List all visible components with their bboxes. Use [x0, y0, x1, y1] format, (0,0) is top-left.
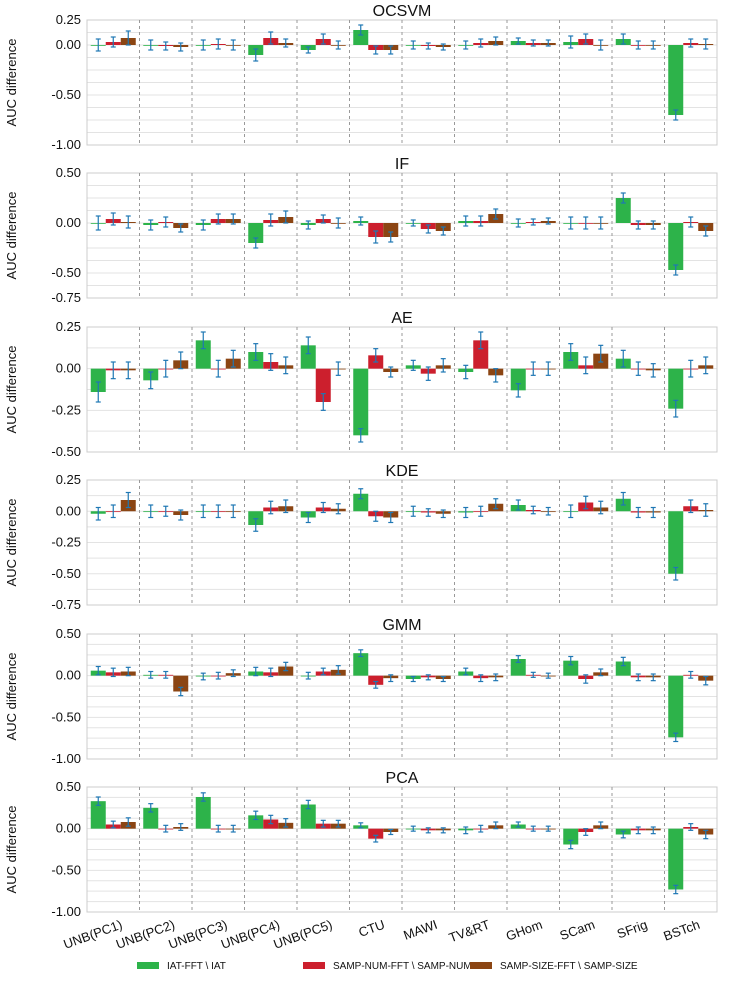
bar-iat-8 — [510, 659, 526, 676]
bar-iat-11 — [668, 368, 684, 409]
x-tick-label: GHom — [504, 917, 544, 944]
y-tick-label: 0.00 — [56, 215, 81, 230]
panel-ocsvm: OCSVM 0.25 0.00 -0.50 -1.00 AUC difference — [4, 3, 718, 152]
panel-ae: AE 0.25 0.00 -0.25 -0.50 AUC difference — [4, 310, 718, 459]
y-tick-label: -0.75 — [51, 597, 81, 612]
bar-iat-9 — [563, 828, 579, 845]
bar-iat-11 — [668, 511, 684, 574]
y-axis-label: AUC difference — [4, 39, 19, 127]
y-tick-label: -1.00 — [51, 137, 81, 152]
bar-iat-5 — [353, 30, 369, 45]
y-tick-label: -0.50 — [51, 709, 81, 724]
y-tick-label: 0.00 — [56, 361, 81, 376]
bar-iat-9 — [563, 660, 579, 676]
y-axis-label: AUC difference — [4, 499, 19, 587]
bar-iat-0 — [90, 368, 106, 392]
y-tick-label: 0.00 — [56, 503, 81, 518]
x-tick-label: UNB(PC3) — [166, 917, 229, 952]
y-tick-label: 0.25 — [56, 472, 81, 487]
bar-iat-3 — [248, 223, 264, 243]
x-tick-label: UNB(PC4) — [219, 917, 282, 952]
bar-iat-11 — [668, 223, 684, 270]
legend-label-iat: IAT-FFT \ IAT — [167, 961, 226, 972]
bar-num-7 — [473, 340, 489, 369]
bar-num-5 — [368, 828, 384, 839]
y-axis-label: AUC difference — [4, 653, 19, 741]
x-tick-label: TV&RT — [447, 917, 492, 946]
bar-num-4 — [315, 368, 331, 402]
y-tick-label: 0.00 — [56, 668, 81, 683]
bar-iat-8 — [510, 368, 526, 391]
y-axis-label: AUC difference — [4, 806, 19, 894]
y-tick-label: 0.25 — [56, 12, 81, 27]
panel-title: GMM — [382, 617, 421, 634]
legend-swatch-num — [303, 962, 325, 969]
y-tick-label: 0.50 — [56, 779, 81, 794]
y-tick-label: 0.00 — [56, 37, 81, 52]
bar-num-5 — [368, 675, 384, 685]
y-axis-label: AUC difference — [4, 346, 19, 434]
bar-iat-1 — [143, 807, 159, 829]
y-tick-label: -0.25 — [51, 535, 81, 550]
bar-iat-5 — [353, 368, 369, 436]
bar-num-5 — [368, 223, 384, 237]
x-tick-label: UNB(PC5) — [271, 917, 334, 952]
bar-iat-5 — [353, 653, 369, 676]
bar-iat-4 — [300, 804, 316, 829]
panel-title: KDE — [386, 463, 419, 480]
legend-swatch-size — [470, 962, 492, 969]
y-tick-label: 0.50 — [56, 165, 81, 180]
y-tick-label: -0.50 — [51, 444, 81, 459]
panel-title: IF — [395, 156, 409, 173]
bar-iat-3 — [248, 815, 264, 829]
panel-title: PCA — [386, 770, 419, 787]
bar-iat-10 — [615, 198, 631, 223]
bar-iat-0 — [90, 801, 106, 829]
y-tick-label: -1.00 — [51, 904, 81, 919]
bar-size-1 — [173, 675, 189, 692]
bar-iat-11 — [668, 675, 684, 738]
x-tick-label: SFrig — [615, 917, 649, 942]
y-tick-label: -0.25 — [51, 402, 81, 417]
x-tick-label: UNB(PC1) — [61, 917, 124, 952]
bar-iat-3 — [248, 511, 264, 525]
legend-label-size: SAMP-SIZE-FFT \ SAMP-SIZE — [500, 961, 638, 972]
y-tick-label: 0.00 — [56, 821, 81, 836]
x-tick-label: SCam — [558, 917, 597, 943]
bar-iat-11 — [668, 828, 684, 890]
bar-iat-5 — [353, 493, 369, 512]
x-tick-label: BSTch — [661, 917, 701, 944]
x-tick-label: UNB(PC2) — [114, 917, 177, 952]
panel-kde: KDE 0.25 0.00 -0.25 -0.50 -0.75 AUC difference — [4, 463, 718, 612]
y-tick-label: -0.50 — [51, 265, 81, 280]
y-tick-label: -1.00 — [51, 751, 81, 766]
bar-iat-4 — [300, 345, 316, 369]
y-axis-label: AUC difference — [4, 192, 19, 280]
panel-gmm: GMM 0.50 0.00 -0.50 -1.00 AUC difference — [4, 617, 718, 766]
bar-iat-2 — [195, 797, 211, 829]
y-tick-label: -0.50 — [51, 862, 81, 877]
bar-iat-2 — [195, 340, 211, 369]
y-tick-label: -0.75 — [51, 290, 81, 305]
panel-pca: PCA 0.50 0.00 -0.50 -1.00 AUC difference — [4, 770, 718, 919]
legend-swatch-iat — [137, 962, 159, 969]
y-tick-label: 0.50 — [56, 626, 81, 641]
panel-title: AE — [391, 310, 412, 327]
y-tick-label: 0.25 — [56, 319, 81, 334]
x-tick-label: MAWI — [401, 917, 439, 943]
x-tick-label: CTU — [357, 917, 387, 940]
legend-label-num: SAMP-NUM-FFT \ SAMP-NUM — [333, 961, 472, 972]
y-tick-label: -0.50 — [51, 566, 81, 581]
bar-size-5 — [383, 223, 399, 237]
panel-if: IF 0.50 0.00 -0.50 -0.75 AUC difference — [4, 156, 718, 305]
bar-iat-10 — [615, 661, 631, 676]
panel-title: OCSVM — [373, 3, 432, 20]
bar-iat-11 — [668, 45, 684, 115]
y-tick-label: -0.50 — [51, 87, 81, 102]
